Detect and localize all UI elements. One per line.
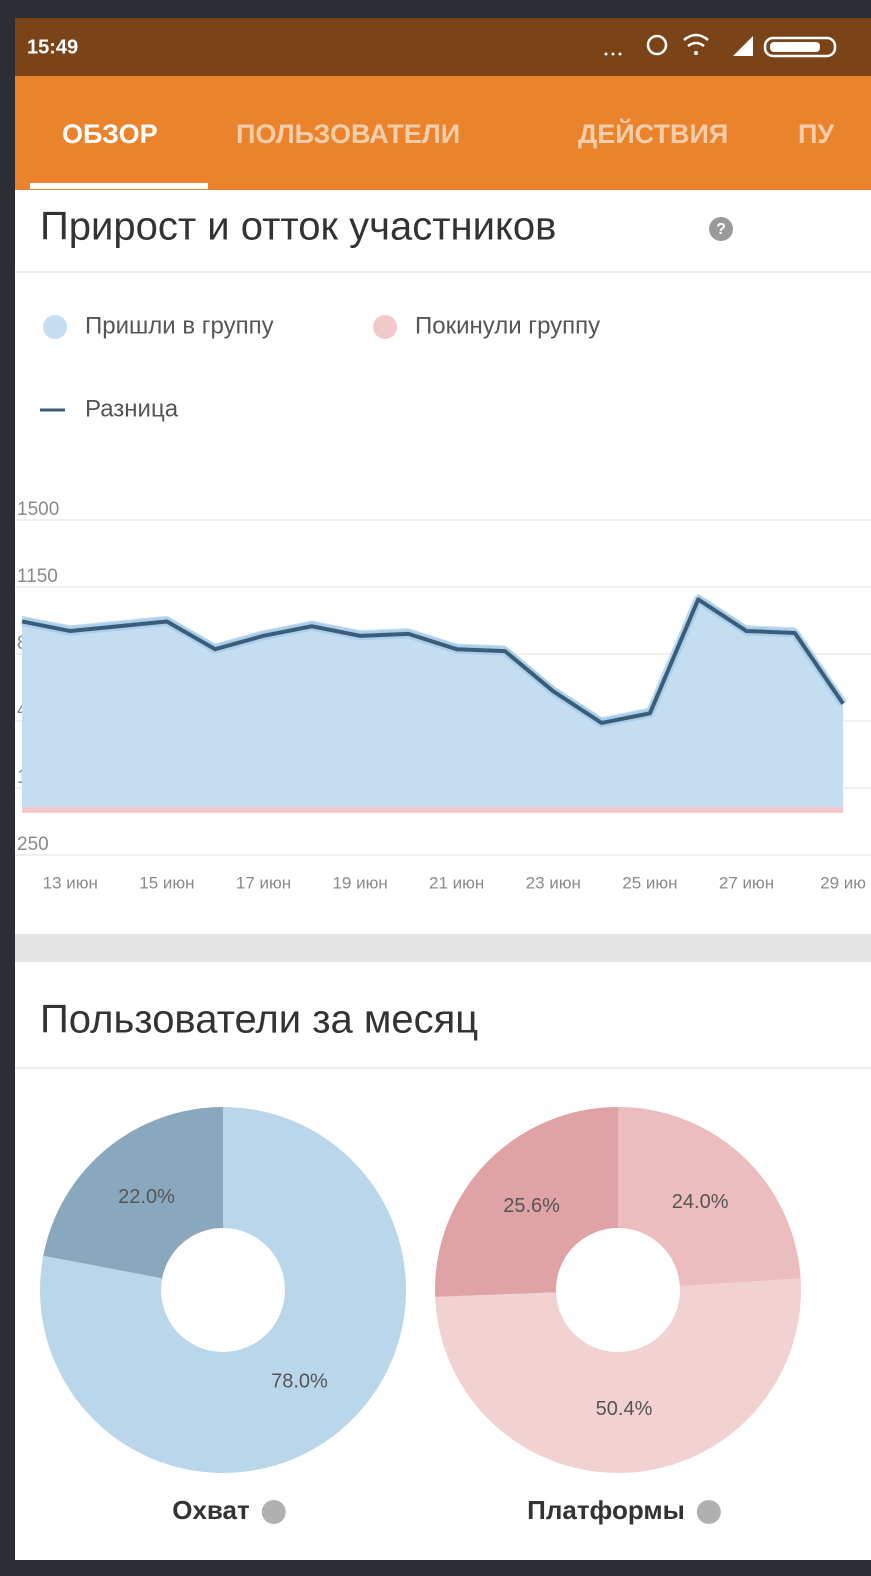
area	[22, 807, 844, 813]
x-tick-label: 23 июн	[526, 873, 581, 892]
x-tick-label: 29 ию	[820, 873, 866, 892]
tab[interactable]: ПОЛЬЗОВАТЕЛИ	[236, 119, 460, 149]
slice-label: 50.4%	[596, 1398, 653, 1420]
tab[interactable]: ПУ	[798, 119, 835, 149]
section-title: Пользователи за месяц	[40, 998, 478, 1042]
tab[interactable]: ДЕЙСТВИЯ	[578, 118, 728, 149]
legend-label[interactable]: Разница	[85, 395, 179, 422]
x-tick-label: 17 июн	[236, 873, 291, 892]
y-tick-label: 250	[17, 834, 49, 855]
clock: 15:49	[27, 36, 78, 58]
legend-swatch	[43, 315, 67, 339]
slice-label: 25.6%	[503, 1195, 560, 1217]
pie-slice	[435, 1278, 801, 1474]
help-icon[interactable]	[261, 1500, 286, 1524]
line	[21, 597, 845, 725]
pie-title: Охват	[172, 1495, 250, 1525]
slice-label: 24.0%	[672, 1191, 729, 1213]
legend-swatch	[373, 315, 397, 339]
pie-slice	[40, 1107, 406, 1473]
pie-title: Платформы	[527, 1495, 685, 1525]
help-icon[interactable]	[696, 1500, 721, 1524]
y-tick-label: 1150	[17, 566, 58, 587]
section-title: Прирост и отток участников	[40, 205, 556, 249]
x-tick-label: 21 июн	[429, 873, 484, 892]
x-tick-label: 27 июн	[719, 873, 774, 892]
app: 15:49 ОБЗОР ПОЛЬЗОВАТЕЛИ ДЕЙСТВИЯ ПУ Прирос…	[15, 18, 871, 1560]
x-tick-label: 13 июн	[43, 873, 98, 892]
x-tick-label: 25 июн	[622, 873, 677, 892]
legend-label[interactable]: Покинули группу	[415, 312, 600, 339]
pie-slice	[43, 1107, 224, 1279]
x-tick-label: 15 июн	[139, 873, 194, 892]
pie-slice	[618, 1107, 801, 1287]
svg-text:?: ?	[716, 221, 726, 238]
tab-indicator	[30, 183, 208, 189]
x-tick-label: 19 июн	[332, 873, 387, 892]
legend-label[interactable]: Пришли в группу	[85, 312, 274, 339]
tab-bar	[15, 76, 871, 190]
section-separator	[15, 934, 871, 962]
pie-slice	[435, 1107, 618, 1297]
status-icons	[604, 33, 837, 58]
help-icon[interactable]: ?	[709, 217, 733, 241]
slice-label: 78.0%	[271, 1371, 328, 1393]
slice-label: 22.0%	[118, 1186, 175, 1208]
y-tick-label: 1500	[17, 499, 59, 520]
tab[interactable]: ОБЗОР	[62, 119, 158, 149]
status-bar	[15, 18, 871, 76]
